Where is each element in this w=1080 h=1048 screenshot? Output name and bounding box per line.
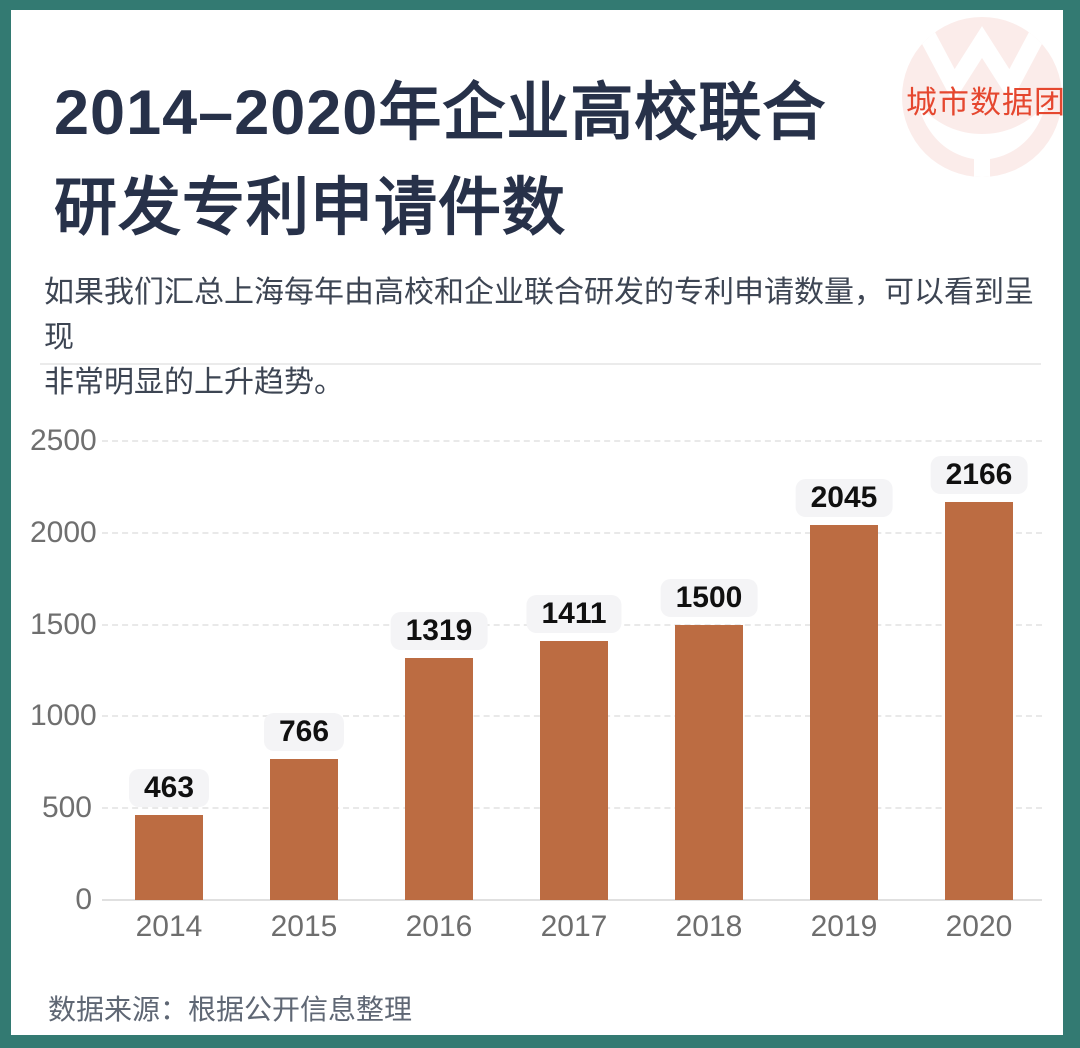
section-divider (40, 363, 1041, 365)
intro-line2: 非常明显的上升趋势。 (44, 366, 344, 399)
page-title: 2014–2020年企业高校联合 研发专利申请件数 (54, 66, 914, 256)
city-data-group-logo-icon (902, 17, 1062, 177)
page-title-line2: 研发专利申请件数 (54, 173, 566, 243)
logo-wordmark: 城市数据团 (906, 85, 1066, 120)
page-title-line1: 2014–2020年企业高校联合 (54, 78, 827, 148)
intro-line1: 如果我们汇总上海每年由高校和企业联合研发的专利申请数量，可以看到呈现 (44, 276, 1034, 354)
intro-paragraph: 如果我们汇总上海每年由高校和企业联合研发的专利申请数量，可以看到呈现 非常明显的… (44, 270, 1044, 405)
data-source-note: 数据来源：根据公开信息整理 (48, 994, 413, 1025)
